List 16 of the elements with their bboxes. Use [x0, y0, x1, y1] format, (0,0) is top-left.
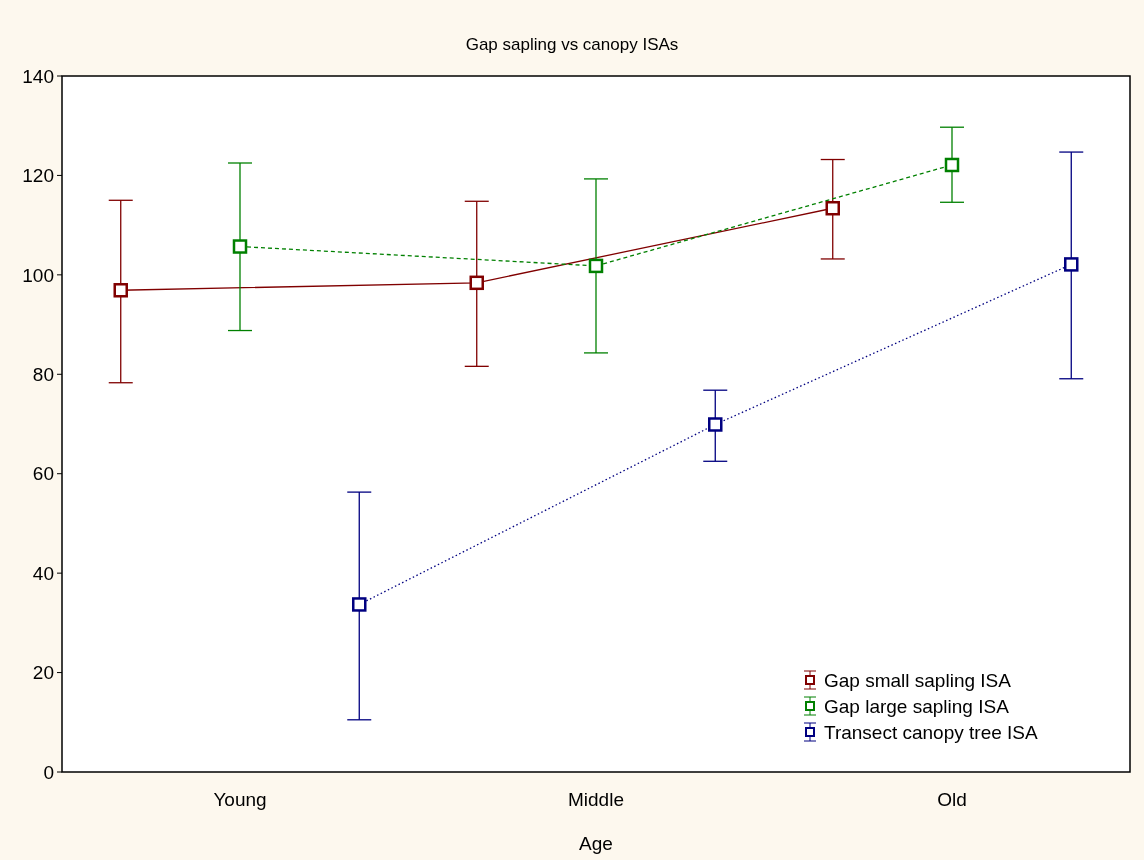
- y-tick-label: 40: [32, 562, 54, 584]
- x-tick-label: Middle: [568, 789, 624, 810]
- chart-title: Gap sapling vs canopy ISAs: [465, 35, 679, 54]
- x-axis-title: Age: [579, 833, 613, 854]
- y-tick-label: 120: [22, 165, 54, 187]
- legend-label: Gap small sapling ISA: [824, 669, 1012, 691]
- y-tick-label: 60: [32, 463, 54, 485]
- y-tick-label: 80: [32, 363, 54, 385]
- y-tick-label: 140: [22, 65, 54, 87]
- legend-label: Transect canopy tree ISA: [824, 721, 1038, 743]
- x-tick-label: Old: [937, 789, 967, 810]
- y-tick-label: 0: [43, 761, 54, 783]
- y-tick-label: 20: [32, 662, 54, 684]
- y-tick-label: 100: [22, 264, 54, 286]
- legend-label: Gap large sapling ISA: [824, 695, 1010, 717]
- x-tick-label: Young: [213, 789, 267, 810]
